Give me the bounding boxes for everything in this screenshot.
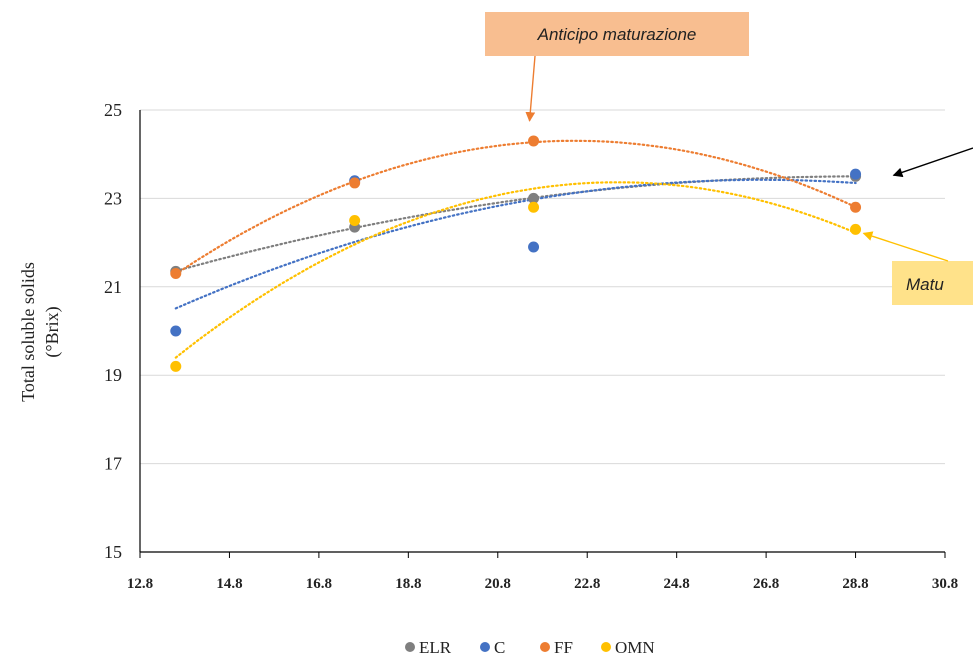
x-tick-label: 28.8 (842, 576, 868, 592)
data-point-ff (170, 268, 182, 280)
data-point-ff (349, 177, 361, 189)
data-points (170, 135, 862, 372)
callout-arrow-anticipo (525, 55, 536, 122)
callout-arrow-matu (862, 231, 949, 262)
x-tick-label: 12.8 (127, 576, 153, 592)
callout-box-anticipo (485, 12, 749, 56)
data-point-c (850, 168, 862, 180)
legend-marker-omn (601, 642, 611, 652)
y-tick-label: 21 (104, 277, 122, 297)
legend-label-elr: ELR (419, 638, 452, 657)
data-point-omn (349, 215, 361, 226)
y-tick-label: 19 (104, 365, 122, 385)
x-tick-label: 18.8 (395, 576, 421, 592)
callout-arrow-black (892, 147, 973, 178)
x-tick-label: 22.8 (574, 576, 600, 592)
x-tick-label: 20.8 (485, 576, 511, 592)
gridlines (140, 109, 945, 465)
labels: Total soluble solids (°Brix) (18, 262, 63, 402)
y-tick-label: 23 (104, 188, 122, 208)
data-point-omn (850, 223, 862, 235)
y-tick-label: 17 (104, 454, 122, 474)
callouts: Anticipo maturazione Matu (485, 12, 973, 305)
y-tick-label: 15 (104, 542, 122, 562)
x-tick-label: 16.8 (306, 576, 332, 592)
x-tick-label: 24.8 (664, 576, 690, 592)
callout-box-matu (892, 261, 973, 305)
y-axis-label-line-2: (°Brix) (42, 306, 63, 357)
trendline-ff (174, 139, 857, 276)
trendline-c (174, 178, 857, 310)
data-point-elr (528, 192, 540, 204)
legend-marker-elr (405, 642, 415, 652)
data-point-ff (850, 201, 862, 213)
legend-marker-c (480, 642, 490, 652)
callout-text-anticipo: Anticipo maturazione (537, 25, 697, 44)
legend-label-ff: FF (554, 638, 573, 657)
trendline-omn (174, 181, 857, 359)
legend-marker-ff (540, 642, 550, 652)
y-tick-label: 25 (104, 100, 122, 120)
x-tick-label: 14.8 (216, 576, 242, 592)
legend-label-omn: OMN (615, 638, 655, 657)
data-point-omn (528, 201, 540, 213)
callout-text-matu: Matu (906, 275, 944, 294)
legend: ELR C FF OMN (405, 638, 655, 657)
legend-label-c: C (494, 638, 505, 657)
data-point-c (170, 325, 182, 337)
data-point-omn (170, 360, 182, 372)
data-point-ff (528, 135, 540, 147)
y-axis-label-line-1: Total soluble solids (18, 262, 38, 402)
trendlines (174, 139, 857, 359)
x-tick-label: 26.8 (753, 576, 779, 592)
axes: 15 17 19 21 23 25 12.8 14.8 16.8 18.8 20.8 22.8 24.8… (104, 100, 958, 592)
data-point-c (528, 241, 540, 253)
x-tick-label: 30.8 (932, 576, 958, 592)
